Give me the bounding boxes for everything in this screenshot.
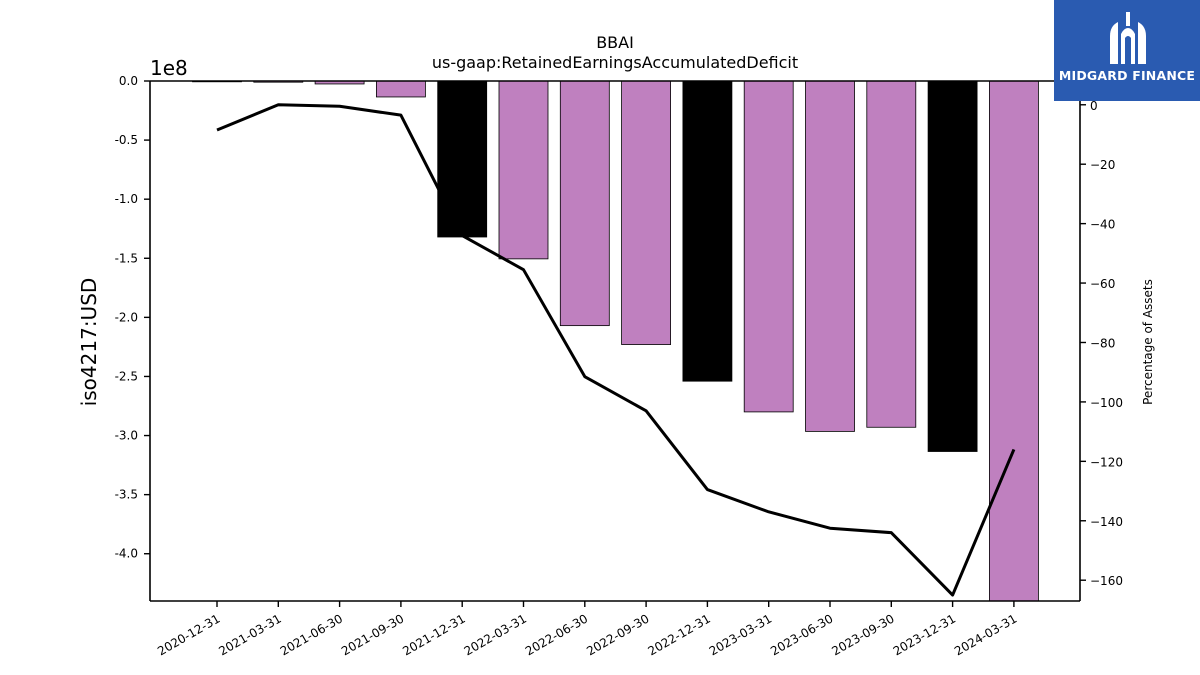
- bar: [682, 80, 733, 382]
- y-tick-label-left: -2.0: [115, 310, 138, 324]
- bar: [498, 80, 549, 260]
- y-tick-label-right: −120: [1090, 455, 1123, 469]
- x-tick-label: 2024-03-31: [952, 611, 1019, 658]
- x-tick-label: 2020-12-31: [155, 611, 222, 658]
- y-tick-label-right: −80: [1090, 336, 1115, 350]
- y-axis-label-left: iso4217:USD: [77, 278, 101, 407]
- x-tick-label: 2021-09-30: [339, 611, 406, 658]
- x-tick-label: 2021-12-31: [400, 611, 467, 658]
- x-tick-label: 2022-06-30: [523, 611, 590, 658]
- bar: [559, 80, 610, 327]
- brand-name: MIDGARD FINANCE: [1058, 68, 1196, 83]
- y-tick-label-right: −20: [1090, 158, 1115, 172]
- bar: [375, 80, 426, 98]
- y-tick-label-left: 0.0: [119, 74, 138, 88]
- x-tick-label: 2022-03-31: [462, 611, 529, 658]
- x-tick-label: 2021-06-30: [278, 611, 345, 658]
- x-tick-label: 2023-06-30: [768, 611, 835, 658]
- x-tick-label: 2022-12-31: [645, 611, 712, 658]
- x-tick-label: 2023-12-31: [891, 611, 958, 658]
- y-tick-label-right: −140: [1090, 515, 1123, 529]
- chart-subtitle: us-gaap:RetainedEarningsAccumulatedDefic…: [432, 53, 798, 72]
- y-tick-label-right: 0: [1090, 99, 1098, 113]
- brand-logo: MIDGARD FINANCE: [1054, 0, 1200, 101]
- bar: [621, 80, 671, 345]
- chart-title: BBAI: [596, 33, 634, 52]
- x-tick-label: 2023-09-30: [829, 611, 896, 658]
- y-tick-label-right: −40: [1090, 218, 1115, 232]
- bar: [805, 80, 855, 432]
- bar: [989, 80, 1039, 602]
- bar: [866, 80, 917, 428]
- y-tick-label-left: -4.0: [115, 547, 138, 561]
- y-tick-label-right: −160: [1090, 574, 1123, 588]
- x-tick-label: 2021-03-31: [216, 611, 283, 658]
- y-tick-label-left: -1.0: [115, 192, 138, 206]
- x-tick-label: 2022-09-30: [584, 611, 651, 658]
- series-line: [216, 103, 1016, 597]
- bar: [743, 80, 794, 413]
- y-offset-label: 1e8: [150, 56, 188, 80]
- bars-group: [192, 80, 1039, 602]
- x-tick-label: 2023-03-31: [707, 611, 774, 658]
- y-tick-label-right: −100: [1090, 396, 1123, 410]
- bar: [927, 80, 978, 452]
- y-tick-label-left: -0.5: [115, 133, 138, 147]
- y-tick-label-left: -3.5: [115, 488, 138, 502]
- y-tick-label-left: -3.0: [115, 429, 138, 443]
- y-tick-label-left: -1.5: [115, 251, 138, 265]
- y-tick-label-left: -2.5: [115, 369, 138, 383]
- y-tick-label-right: −60: [1090, 277, 1115, 291]
- bar: [437, 80, 488, 238]
- brand-mark-icon: [1110, 12, 1146, 64]
- y-axis-label-right: Percentage of Assets: [1141, 279, 1155, 405]
- line-group: [216, 103, 1016, 597]
